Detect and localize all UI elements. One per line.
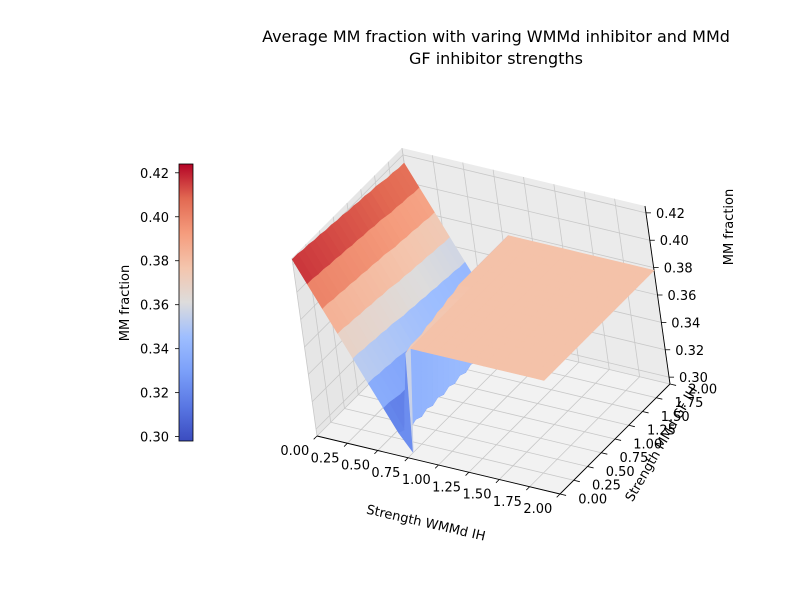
z-axis-label: MM fraction [722, 189, 737, 266]
grid-line [344, 408, 588, 467]
colorbar-ticks: 0.30 0.32 0.34 0.36 0.38 0.40 0.42 [140, 167, 179, 446]
z-tick-label: 0.30 [679, 371, 708, 386]
grid-line [402, 154, 647, 214]
x-tick-label: 1.00 [402, 473, 431, 488]
colorbar-tick-label: 0.36 [140, 299, 169, 314]
y-tick-label: 1.25 [647, 424, 676, 439]
x-tick-label: 0.25 [311, 452, 340, 467]
z-tick-labels: 0.30 0.32 0.34 0.36 0.38 0.40 0.42 [645, 207, 708, 386]
x-tick-mark [374, 450, 379, 455]
z-tick-label: 0.32 [675, 344, 704, 359]
y-tick-label: 1.00 [633, 437, 662, 452]
colorbar: 0.30 0.32 0.34 0.36 0.38 0.40 0.42 MM fraction [118, 163, 194, 446]
x-axis-label: Strength WMMd IH [365, 503, 487, 545]
x-tick-mark [465, 471, 470, 476]
x-tick-mark [434, 464, 439, 469]
x-tick-labels: 0.00 0.25 0.50 0.75 1.00 1.25 1.50 1.75 2.00 [280, 435, 561, 517]
axes-3d: 0.00 0.25 0.50 0.75 1.00 1.25 1.50 1.75 2.00 0.0… [280, 147, 737, 545]
chart-title-line-2: GF inhibitor strengths [409, 49, 583, 68]
y-tick-mark [573, 479, 580, 483]
colorbar-tick-label: 0.38 [140, 255, 169, 270]
colorbar-tick-label: 0.32 [140, 387, 169, 402]
x-tick-label: 0.75 [371, 466, 400, 481]
grid-line [410, 209, 654, 269]
x-tick-label: 1.50 [463, 488, 492, 503]
x-tick-mark [495, 479, 500, 484]
y-tick-mark [614, 438, 622, 441]
colorbar-tick-label: 0.40 [140, 211, 169, 226]
grid-line [330, 421, 574, 481]
colorbar-tick-label: 0.30 [140, 431, 169, 446]
x-tick-label: 2.00 [523, 502, 552, 517]
surface-plot [291, 162, 655, 453]
grid-line [406, 181, 650, 241]
z-tick-label: 0.42 [656, 207, 685, 222]
y-tick-label: 0.00 [578, 492, 607, 507]
y-tick-label: 0.25 [592, 479, 621, 494]
x-tick-label: 0.50 [341, 459, 370, 474]
y-tick-mark [669, 383, 677, 386]
y-tick-label: 2.00 [688, 382, 717, 397]
y-tick-label: 0.75 [620, 451, 649, 466]
x-tick-mark [526, 486, 530, 491]
x-tick-mark [343, 442, 348, 447]
x-tick-label: 1.75 [493, 495, 522, 510]
x-tick-mark [404, 457, 409, 462]
y-tick-mark [601, 452, 608, 455]
colorbar-label: MM fraction [118, 265, 133, 342]
chart-title: Average MM fraction with varing WMMd inh… [186, 26, 800, 70]
z-tick-label: 0.38 [664, 262, 693, 277]
x-tick-label: 0.00 [280, 444, 309, 459]
z-tick-label: 0.40 [660, 234, 689, 249]
colorbar-tick-label: 0.42 [140, 167, 169, 182]
x-tick-label: 1.25 [432, 481, 461, 496]
y-tick-label: 1.75 [675, 396, 704, 411]
y-tick-label: 0.50 [606, 465, 635, 480]
y-tick-label: 1.50 [661, 410, 690, 425]
x-tick-mark [556, 493, 561, 498]
chart-title-line-1: Average MM fraction with varing WMMd inh… [262, 27, 730, 46]
y-tick-mark [642, 411, 649, 414]
surface-face [531, 371, 550, 381]
colorbar-tick-label: 0.34 [140, 343, 169, 358]
z-tick-label: 0.36 [668, 289, 697, 304]
colorbar-gradient [178, 163, 194, 442]
x-tick-mark [313, 435, 318, 440]
y-tick-mark [559, 493, 567, 496]
z-tick-label: 0.34 [671, 316, 700, 331]
y-tick-mark [587, 466, 594, 469]
y-tick-mark [656, 397, 663, 400]
y-tick-labels: 0.000.250.500.751.001.251.501.752.00 [559, 382, 717, 507]
y-tick-mark [628, 424, 635, 428]
